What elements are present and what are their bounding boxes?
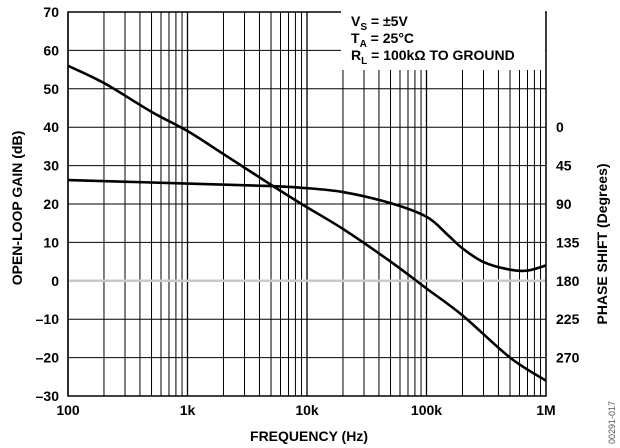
y-tick-label: 50 <box>43 81 59 97</box>
y2-tick-label: 270 <box>556 350 580 366</box>
y2-tick-label: 90 <box>556 196 572 212</box>
y2-tick-label: 0 <box>556 119 564 135</box>
x-tick-label: 10k <box>295 402 319 418</box>
y-tick-label: 10 <box>43 234 59 250</box>
y2-tick-label: 135 <box>556 234 580 250</box>
y-tick-labels: 70 60 50 40 30 20 10 0 –10 –20 –30 <box>36 4 60 404</box>
series-gain <box>67 64 547 382</box>
y-tick-label: –30 <box>36 388 60 404</box>
y-tick-label: –20 <box>36 350 60 366</box>
series-phase <box>67 178 547 273</box>
y2-axis-label: PHASE SHIFT (Degrees) <box>594 163 610 324</box>
y-tick-label: –10 <box>36 311 60 327</box>
y-tick-label: 60 <box>43 42 59 58</box>
figure-id: 00291-017 <box>607 401 617 444</box>
y-tick-label: 70 <box>43 4 59 20</box>
x-tick-label: 1k <box>180 402 196 418</box>
y2-tick-label: 225 <box>556 311 580 327</box>
y-tick-label: 0 <box>51 273 59 289</box>
annotation-line: TA = 25°C <box>351 30 414 50</box>
annotation-line: VS = ±5V <box>351 13 408 33</box>
series-group <box>67 64 547 382</box>
x-tick-label: 100k <box>411 402 442 418</box>
x-tick-labels: 100 1k 10k 100k 1M <box>56 402 555 418</box>
annotation-line: RL = 100kΩ TO GROUND <box>351 47 515 67</box>
x-tick-label: 1M <box>536 402 555 418</box>
y2-tick-label: 180 <box>556 273 580 289</box>
y2-tick-label: 45 <box>556 158 572 174</box>
y-tick-label: 30 <box>43 158 59 174</box>
x-axis-label: FREQUENCY (Hz) <box>250 428 368 444</box>
y2-tick-labels: 0 45 90 135 180 225 270 <box>556 119 580 365</box>
y-tick-label: 20 <box>43 196 59 212</box>
y-tick-label: 40 <box>43 119 59 135</box>
annotation-box <box>341 8 545 70</box>
y-axis-label: OPEN-LOOP GAIN (dB) <box>9 131 25 286</box>
plot-frame <box>67 11 547 397</box>
x-tick-label: 100 <box>56 402 80 418</box>
